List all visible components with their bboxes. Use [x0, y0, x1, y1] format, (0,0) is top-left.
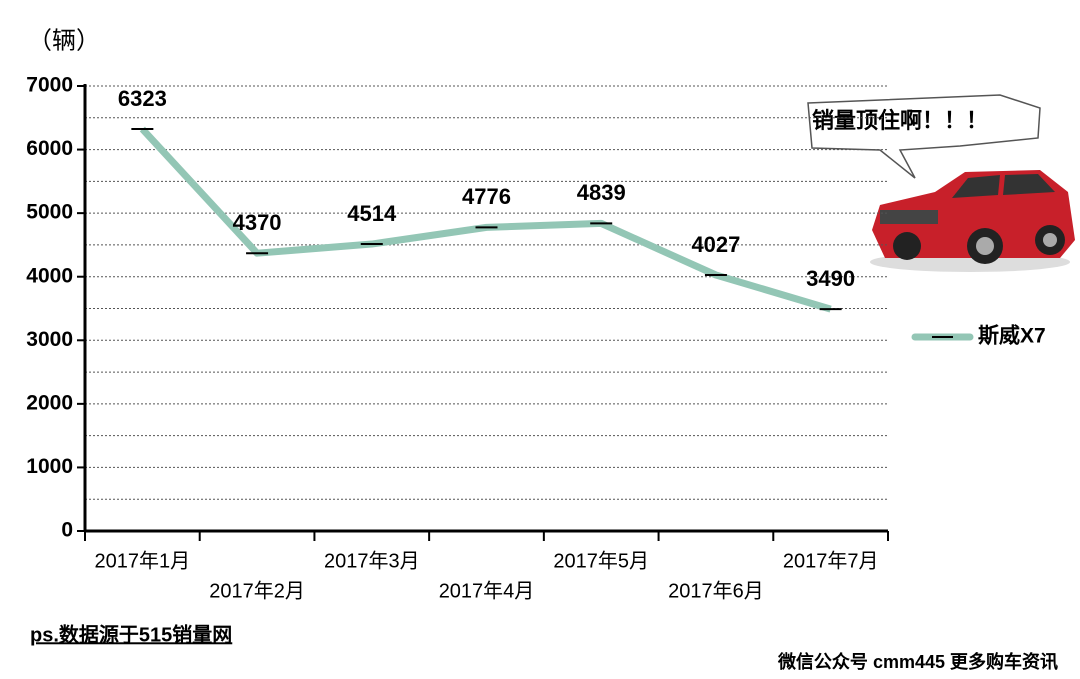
footer: 微信公众号 cmm445 更多购车资讯 [777, 651, 1058, 672]
x-tick-label: 2017年5月 [553, 549, 649, 572]
source-note: ps.数据源于515销量网 [30, 622, 232, 646]
data-label: 4776 [462, 184, 511, 209]
y-tick-label: 0 [61, 519, 73, 542]
car-image [870, 170, 1075, 272]
x-tick-label: 2017年2月 [209, 579, 305, 602]
x-tick-label: 2017年1月 [95, 549, 191, 572]
data-label: 4370 [233, 210, 282, 235]
y-axis-label: （辆） [28, 27, 100, 54]
speech-bubble [807, 94, 1041, 179]
data-label: 6323 [118, 86, 167, 111]
y-tick-label: 3000 [26, 328, 73, 351]
x-tick-label: 2017年3月 [324, 549, 420, 572]
y-tick-label: 2000 [26, 391, 73, 414]
x-tick-label: 2017年7月 [783, 549, 879, 572]
x-tick-label: 2017年4月 [439, 579, 535, 602]
legend-label: 斯威X7 [978, 324, 1046, 348]
data-label: 4027 [691, 232, 740, 257]
x-tick-label: 2017年6月 [668, 579, 764, 602]
y-tick-label: 5000 [26, 201, 73, 224]
data-label: 4514 [347, 201, 397, 226]
callout-text: 销量顶住啊！！！ [812, 108, 988, 133]
y-tick-label: 1000 [26, 455, 73, 478]
y-tick-label: 4000 [26, 264, 73, 287]
y-tick-label: 7000 [26, 74, 73, 97]
y-tick-label: 6000 [26, 137, 73, 160]
data-label: 4839 [577, 180, 626, 205]
data-label: 3490 [806, 266, 855, 291]
